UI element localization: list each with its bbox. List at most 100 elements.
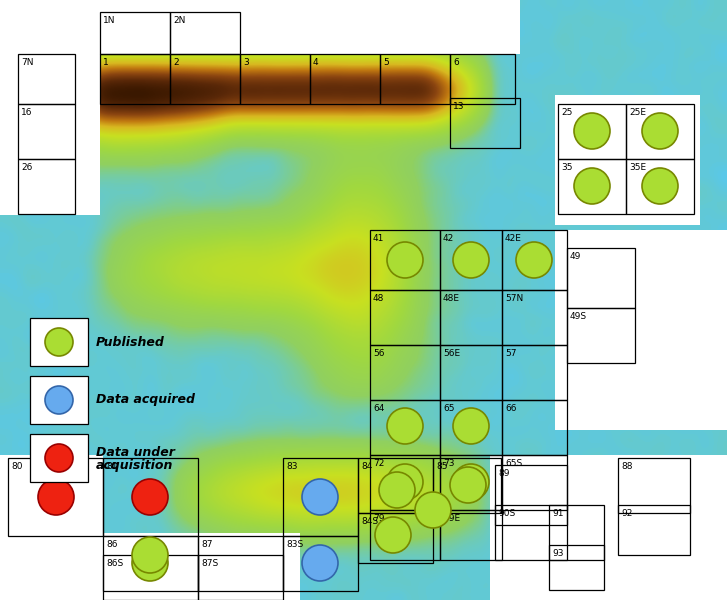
Circle shape [450,467,486,503]
Bar [310,54,380,104]
Circle shape [453,408,489,444]
Bar [502,290,567,345]
Text: 25E: 25E [629,108,646,117]
Bar [370,400,440,455]
Bar [283,458,358,536]
Bar [370,455,440,510]
Bar [433,458,501,513]
Circle shape [453,242,489,278]
Text: 84S: 84S [361,517,378,526]
Text: 48: 48 [373,294,385,303]
Bar [618,458,690,513]
Text: 2N: 2N [173,16,185,25]
Text: Data acquired: Data acquired [96,394,195,407]
Bar [30,376,88,424]
Circle shape [375,517,411,553]
Bar [370,510,440,560]
Bar [283,536,358,591]
Text: 91: 91 [552,509,563,518]
Bar [198,536,283,591]
Bar [8,458,103,536]
Text: 89: 89 [498,469,510,478]
Text: Data under: Data under [96,445,175,458]
Text: 88: 88 [621,462,632,471]
Bar [450,54,515,104]
Bar [30,318,88,366]
Bar [567,248,635,308]
Text: 79: 79 [373,514,385,523]
Bar [440,510,502,560]
Bar [495,465,567,525]
Text: 56: 56 [373,349,385,358]
Text: 5: 5 [383,58,389,67]
Bar [549,545,604,590]
Text: 2: 2 [173,58,179,67]
Circle shape [387,242,423,278]
Bar [170,54,240,104]
Text: 7N: 7N [21,58,33,67]
Text: 49: 49 [570,252,582,261]
Circle shape [45,328,73,356]
Bar [370,345,440,400]
Bar [440,455,502,510]
Circle shape [45,386,73,414]
Text: 56E: 56E [443,349,460,358]
Text: 49S: 49S [570,312,587,321]
Circle shape [516,242,552,278]
Bar [103,536,198,591]
Bar [567,308,635,363]
Text: 86S: 86S [106,559,124,568]
Text: 57N: 57N [505,294,523,303]
Bar [103,458,198,536]
Circle shape [302,545,338,581]
Text: 72: 72 [373,459,385,468]
Bar [170,12,240,54]
Text: 87S: 87S [201,559,218,568]
Bar [358,513,433,563]
Circle shape [387,408,423,444]
Text: 35: 35 [561,163,572,172]
Text: 83S: 83S [286,540,303,549]
Bar [440,290,502,345]
Bar [240,54,310,104]
Text: 84: 84 [361,462,372,471]
Bar [490,455,727,600]
Bar [0,533,300,600]
Text: 65: 65 [443,404,454,413]
Text: 83: 83 [286,462,297,471]
Bar [103,555,198,600]
Text: 41: 41 [373,234,385,243]
Bar [18,159,75,214]
Circle shape [574,168,610,204]
Bar [555,95,700,225]
Text: 92: 92 [621,509,632,518]
Circle shape [387,464,423,500]
Bar [18,54,75,104]
Circle shape [642,113,678,149]
Text: 16: 16 [21,108,33,117]
Bar [502,345,567,400]
Text: Published: Published [96,335,165,349]
Text: 1: 1 [103,58,109,67]
Bar [370,290,440,345]
Bar [618,505,690,555]
Bar [18,104,75,159]
Text: 13: 13 [453,102,465,111]
Text: 6: 6 [453,58,459,67]
Text: 57: 57 [505,349,516,358]
Text: 26: 26 [21,163,33,172]
Circle shape [379,472,415,508]
Bar [380,54,450,104]
Circle shape [642,168,678,204]
Bar [0,0,100,215]
Text: 73: 73 [443,459,454,468]
Bar [440,345,502,400]
Bar [0,455,103,600]
Text: 93: 93 [552,549,563,558]
Bar [358,458,433,513]
Bar [558,159,626,214]
Text: 1N: 1N [103,16,116,25]
Circle shape [574,113,610,149]
Text: acquisition: acquisition [96,460,173,473]
Text: 42: 42 [443,234,454,243]
